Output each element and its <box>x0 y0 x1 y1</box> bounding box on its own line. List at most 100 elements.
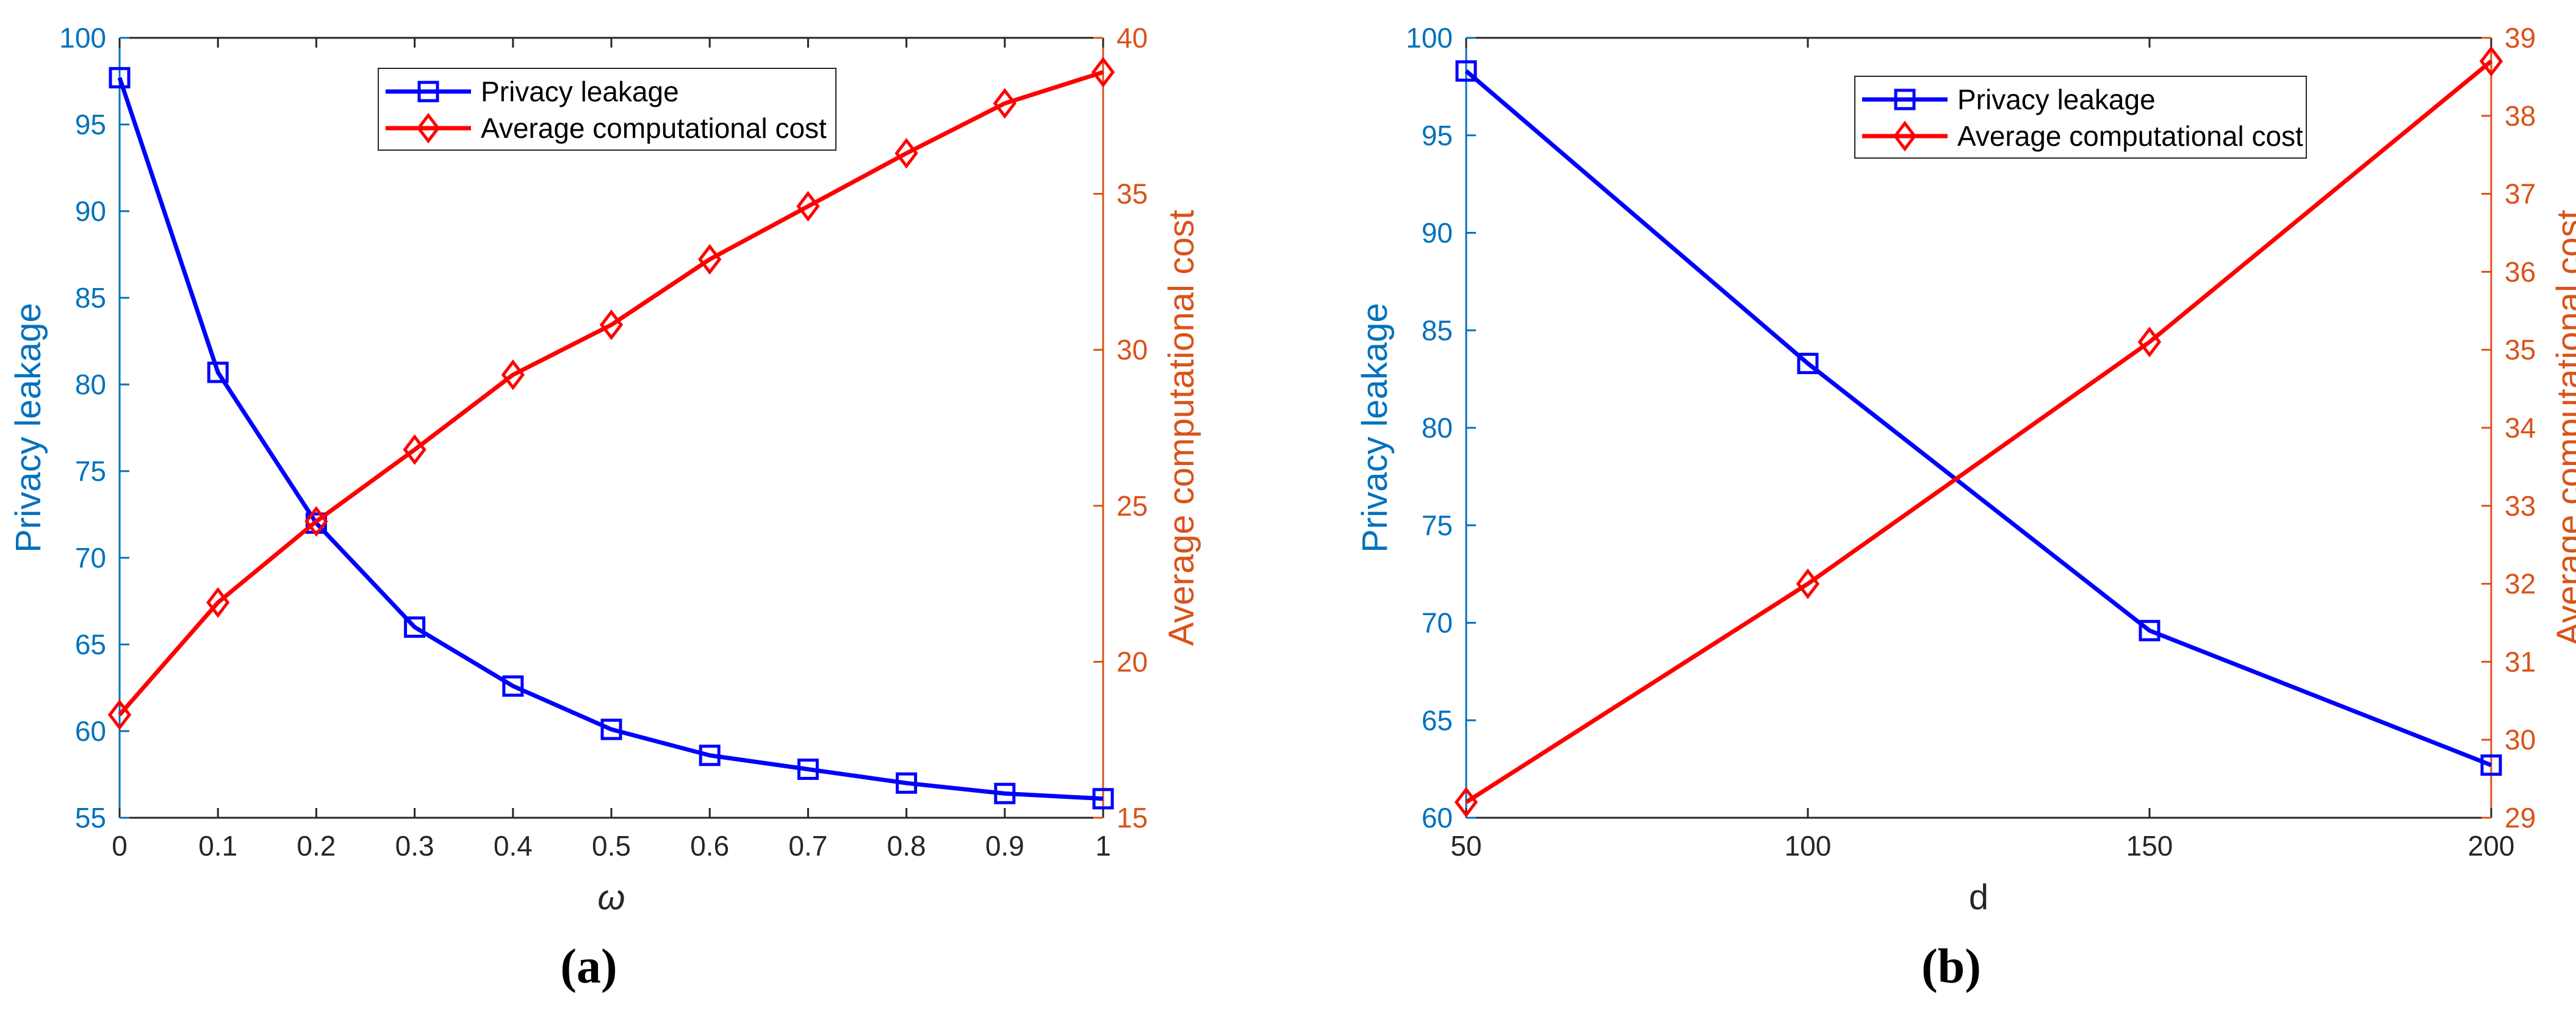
left-y-tick-label: 80 <box>1422 412 1453 444</box>
right-y-tick-label: 15 <box>1117 802 1148 834</box>
left-y-tick-label: 60 <box>1422 802 1453 834</box>
legend-marker-diamond <box>416 112 441 144</box>
left-y-tick-label: 100 <box>1406 22 1453 54</box>
data-point-square <box>207 361 229 383</box>
data-point-square <box>994 782 1016 804</box>
subfigure-caption: (b) <box>1921 940 1981 994</box>
right-y-tick-label: 38 <box>2505 100 2536 132</box>
series-privacy-leakage <box>1455 60 2502 776</box>
left-y-tick-label: 95 <box>75 109 106 140</box>
series-line <box>117 77 1104 801</box>
x-tick-label: 0.7 <box>788 830 827 862</box>
data-point-square <box>404 616 426 638</box>
right-y-tick-label: 37 <box>2505 178 2536 210</box>
x-tick-label: 0 <box>112 830 128 862</box>
data-point-square <box>2139 619 2160 641</box>
right-y-tick-label: 35 <box>2505 334 2536 366</box>
x-tick-label: 0.4 <box>494 830 533 862</box>
series-line <box>1464 69 2492 767</box>
x-tick-label: 100 <box>1785 830 1832 862</box>
left-y-tick-label: 80 <box>75 369 106 400</box>
left-y-tick-label: 90 <box>1422 217 1453 249</box>
data-point-diamond <box>993 88 1016 119</box>
x-tick-label: 50 <box>1450 830 1481 862</box>
data-point-square <box>1797 353 1819 375</box>
data-point-square <box>797 758 819 780</box>
series-avg-computational-cost <box>107 57 1115 730</box>
left-y-axis-title: Privacy leakage <box>9 303 48 552</box>
legend-label: Average computational cost <box>1957 120 2303 152</box>
left-y-tick-label: 70 <box>1422 607 1453 639</box>
right-y-tick-label: 36 <box>2505 256 2536 287</box>
data-point-diamond <box>2137 326 2162 358</box>
left-y-tick-label: 60 <box>75 715 106 747</box>
data-point-diamond <box>796 190 820 222</box>
series-line <box>1465 59 2493 804</box>
subfigure-caption: (a) <box>560 940 617 994</box>
left-y-tick-label: 90 <box>75 195 106 227</box>
chart-a: 0 0.1 0.2 0.3 0.4 0.5 0.6 0.7 0.8 0.9 1 55 60 65 70 75 8… <box>9 22 1201 994</box>
legend-marker-diamond <box>1893 120 1917 152</box>
right-y-tick-label: 31 <box>2505 646 2536 677</box>
data-point-square <box>600 718 622 740</box>
x-axis-title: d <box>1969 878 1988 917</box>
x-axis-title: ω <box>597 878 625 917</box>
left-y-tick-label: 65 <box>75 629 106 660</box>
right-y-tick-label: 30 <box>2505 724 2536 756</box>
x-tick-label: 0.8 <box>887 830 926 862</box>
right-y-tick-label: 39 <box>2505 22 2536 54</box>
legend-label: Privacy leakage <box>1957 84 2156 115</box>
data-point-square <box>1092 788 1114 810</box>
series-avg-computational-cost <box>1454 46 2503 818</box>
left-y-tick-label: 85 <box>1422 314 1453 346</box>
data-point-square <box>1455 60 1477 82</box>
data-point-diamond <box>698 243 722 275</box>
series-line <box>118 70 1104 716</box>
right-y-tick-label: 29 <box>2505 802 2536 834</box>
legend-label: Average computational cost <box>481 112 827 144</box>
data-point-diamond <box>599 309 624 341</box>
left-y-tick-label: 95 <box>1422 120 1453 151</box>
left-y-tick-label: 65 <box>1422 704 1453 736</box>
right-y-tick-label: 30 <box>1117 334 1148 366</box>
x-tick-label: 150 <box>2126 830 2173 862</box>
legend-label: Privacy leakage <box>481 76 679 107</box>
data-point-square <box>699 745 721 767</box>
data-point-diamond <box>1454 787 1478 818</box>
data-point-diamond <box>1091 57 1115 88</box>
x-tick-label: 0.2 <box>297 830 336 862</box>
right-y-tick-label: 32 <box>2505 568 2536 600</box>
x-tick-label: 0.9 <box>985 830 1024 862</box>
legend-box <box>1854 76 2307 159</box>
right-y-tick-label: 20 <box>1117 646 1148 677</box>
left-y-tick-label: 75 <box>1422 510 1453 541</box>
legend-box <box>378 68 836 151</box>
x-tick-label: 0.1 <box>198 830 237 862</box>
data-point-square <box>502 675 524 697</box>
left-y-tick-label: 70 <box>75 542 106 574</box>
chart-b: 50 100 150 200 60 65 70 75 80 85 90 95 100 29 30 31 32 33… <box>1355 22 2576 994</box>
x-tick-label: 0.3 <box>395 830 434 862</box>
left-y-tick-label: 55 <box>75 802 106 834</box>
legend-marker-square <box>417 81 439 103</box>
x-tick-label: 1 <box>1095 830 1111 862</box>
legend-marker-square <box>1894 88 1916 110</box>
right-y-tick-label: 35 <box>1117 178 1148 210</box>
left-y-tick-label: 85 <box>75 282 106 314</box>
data-point-diamond <box>304 506 328 537</box>
x-tick-label: 200 <box>2468 830 2515 862</box>
data-point-square <box>109 67 131 88</box>
data-point-diamond <box>1796 568 1820 599</box>
data-point-diamond <box>206 587 230 618</box>
data-point-diamond <box>107 699 132 730</box>
right-y-tick-label: 33 <box>2505 490 2536 522</box>
data-point-diamond <box>2479 46 2503 77</box>
data-point-square <box>2480 754 2502 776</box>
data-point-diamond <box>894 138 918 169</box>
right-y-tick-label: 34 <box>2505 412 2536 444</box>
x-tick-label: 0.5 <box>592 830 631 862</box>
left-y-tick-label: 75 <box>75 455 106 487</box>
right-y-tick-label: 25 <box>1117 490 1148 522</box>
legend: Privacy leakage Average computational cos… <box>378 68 836 151</box>
